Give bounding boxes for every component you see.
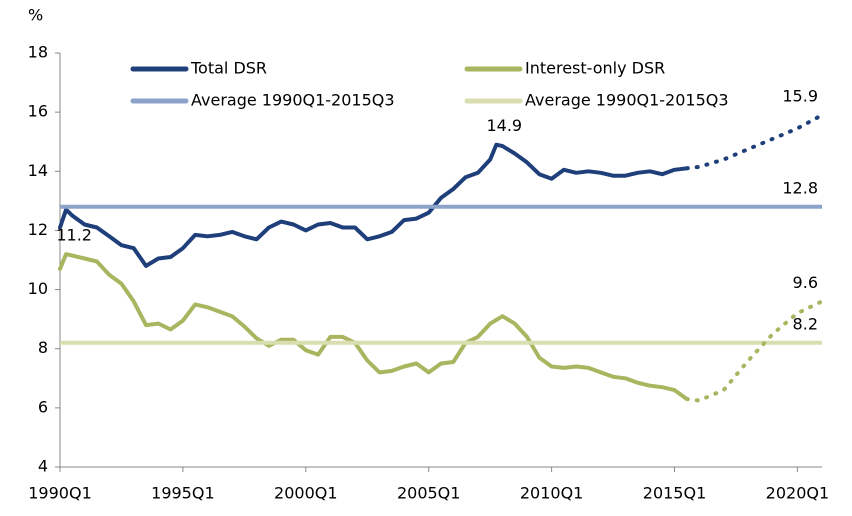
projection-line: [684, 299, 824, 403]
y-tick-label: 18: [28, 43, 48, 62]
x-tick-label: 2000Q1: [274, 484, 338, 503]
legend-label: Interest-only DSR: [525, 59, 665, 78]
series-line: [58, 252, 689, 401]
legend-label: Average 1990Q1-2015Q3: [525, 91, 729, 110]
y-tick-label: 10: [28, 279, 48, 298]
x-tick-label: 2010Q1: [520, 484, 584, 503]
x-tick-label: 2005Q1: [397, 484, 461, 503]
annotation: 14.9: [486, 116, 522, 135]
series-line: [58, 142, 689, 268]
annotation: 9.6: [793, 273, 818, 292]
y-tick-label: 4: [38, 457, 48, 476]
y-tick-label: 6: [38, 397, 48, 416]
y-tick-label: 14: [28, 161, 48, 180]
y-tick-label: 16: [28, 102, 48, 121]
y-tick-label: 8: [38, 338, 48, 357]
x-tick-label: 1995Q1: [151, 484, 215, 503]
x-tick-label: 2020Q1: [766, 484, 830, 503]
legend-label: Total DSR: [190, 59, 267, 78]
x-tick-label: 2015Q1: [643, 484, 707, 503]
annotation: 11.2: [56, 226, 92, 245]
annotation: 15.9: [782, 87, 818, 106]
projection-line: [684, 113, 824, 171]
annotation: 12.8: [782, 178, 818, 197]
y-unit: %: [28, 6, 43, 25]
annotation: 8.2: [793, 314, 818, 333]
x-tick-label: 1990Q1: [28, 484, 92, 503]
legend-label: Average 1990Q1-2015Q3: [191, 91, 395, 110]
y-tick-label: 12: [28, 220, 48, 239]
